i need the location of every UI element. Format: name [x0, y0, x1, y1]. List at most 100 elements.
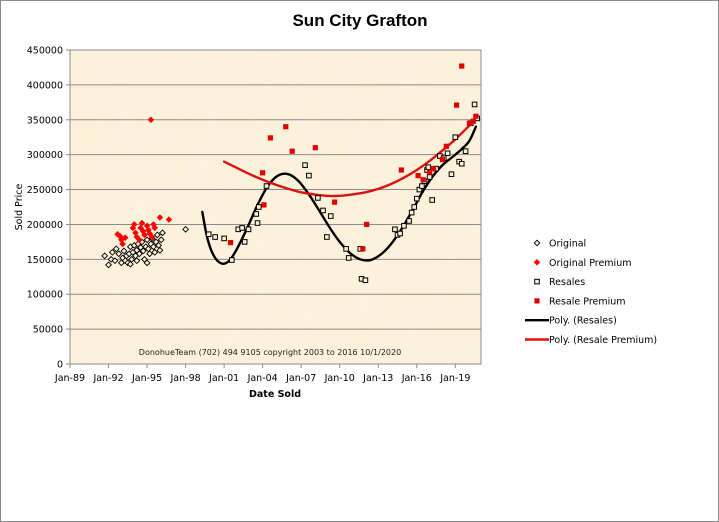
plot-texture	[70, 50, 481, 364]
data-point	[345, 255, 352, 261]
data-point	[362, 277, 369, 284]
data-point	[156, 214, 164, 221]
legend-marker	[533, 258, 541, 266]
y-tick-label: 200000	[27, 220, 63, 231]
data-point	[312, 145, 318, 151]
x-tick-label: Jan-07	[285, 373, 316, 384]
data-point	[429, 197, 435, 203]
data-point	[320, 207, 326, 214]
data-point	[430, 166, 437, 172]
x-tick-label: Jan-16	[401, 373, 432, 384]
data-point	[111, 257, 119, 265]
data-point	[136, 236, 143, 244]
data-point	[458, 160, 465, 167]
copyright-annotation: DonohueTeam (702) 494 9105 copyright 200…	[139, 348, 401, 357]
x-tick-label: Jan-95	[131, 373, 162, 384]
plot-border	[69, 49, 482, 365]
data-point	[439, 156, 446, 163]
y-tick-label: 50000	[33, 325, 63, 336]
y-axis: 0 50000 100000 150000 200000 250000 300000 3500…	[27, 46, 70, 371]
data-point	[156, 246, 164, 254]
data-point	[146, 250, 154, 258]
data-point	[419, 183, 425, 189]
data-point	[138, 219, 146, 227]
gridlines	[70, 84, 481, 330]
data-point	[121, 234, 129, 242]
data-point	[452, 134, 459, 141]
legend-label: Poly. (Resale Premium)	[549, 335, 657, 346]
data-point	[392, 226, 398, 233]
data-point	[263, 183, 270, 189]
data-point	[260, 170, 266, 176]
series-resale-premium	[227, 63, 479, 252]
data-point	[221, 235, 227, 242]
data-point	[112, 245, 120, 253]
legend-item: Resales	[534, 277, 585, 288]
x-tick-label: Jan-89	[54, 373, 85, 384]
data-point	[283, 124, 289, 130]
data-point	[150, 243, 157, 251]
data-point	[141, 231, 148, 239]
legend-label: Resale Premium	[549, 296, 626, 307]
data-point	[205, 231, 212, 238]
data-point	[462, 148, 469, 154]
data-point	[143, 259, 151, 267]
data-point	[327, 213, 334, 219]
x-tick-label: Jan-92	[92, 373, 123, 384]
legend-marker	[534, 278, 540, 285]
y-axis-title: Sold Price	[14, 183, 25, 230]
x-tick-label: Jan-04	[247, 373, 278, 384]
x-axis: Jan-89 Jan-92 Jan-95 Jan-98 Jan-01 Jan-04 Jan-…	[54, 364, 470, 384]
data-point	[105, 261, 112, 269]
data-point	[411, 204, 418, 210]
x-tick-label: Jan-13	[362, 373, 393, 384]
data-point	[153, 231, 161, 239]
data-point	[241, 239, 248, 245]
data-point	[126, 260, 134, 268]
data-point	[151, 248, 159, 256]
data-point	[239, 225, 245, 231]
legend-marker	[534, 298, 540, 304]
data-point	[159, 229, 166, 237]
y-tick-label: 250000	[27, 185, 63, 196]
data-point	[120, 247, 128, 255]
x-tick-label: Jan-19	[439, 373, 470, 384]
legend-marker	[533, 239, 541, 247]
y-tick-label: 100000	[27, 290, 63, 301]
y-tick-label: 300000	[27, 150, 63, 161]
legend-item: Original	[533, 239, 586, 250]
data-point	[459, 63, 465, 69]
data-point	[165, 216, 173, 223]
x-tick-label: Jan-98	[170, 373, 201, 384]
data-point	[147, 116, 155, 124]
x-tick-label: Jan-10	[324, 373, 355, 384]
data-point	[306, 172, 312, 179]
data-point	[115, 250, 123, 258]
data-point	[425, 164, 432, 171]
legend-item: Original Premium	[533, 258, 631, 269]
y-tick-label: 0	[57, 360, 63, 371]
data-point	[157, 236, 165, 244]
data-point	[398, 167, 404, 173]
data-markers	[101, 63, 480, 284]
data-point	[133, 257, 141, 265]
data-point	[229, 257, 235, 263]
legend: Original Original Premium Resales Resale Pr…	[525, 239, 657, 346]
data-point	[315, 195, 321, 201]
y-tick-label: 400000	[27, 80, 63, 91]
data-point	[420, 177, 426, 183]
legend-label: Resales	[549, 277, 585, 288]
data-point	[289, 148, 295, 154]
data-point	[302, 162, 308, 168]
data-point	[444, 150, 451, 157]
legend-item: Poly. (Resales)	[525, 316, 617, 327]
data-point	[324, 234, 330, 240]
series-original-premium	[114, 116, 173, 248]
data-point	[426, 174, 433, 180]
data-point	[397, 230, 403, 237]
y-tick-label: 150000	[27, 255, 63, 266]
data-point	[256, 204, 262, 210]
data-point	[408, 209, 415, 216]
data-point	[473, 113, 479, 119]
